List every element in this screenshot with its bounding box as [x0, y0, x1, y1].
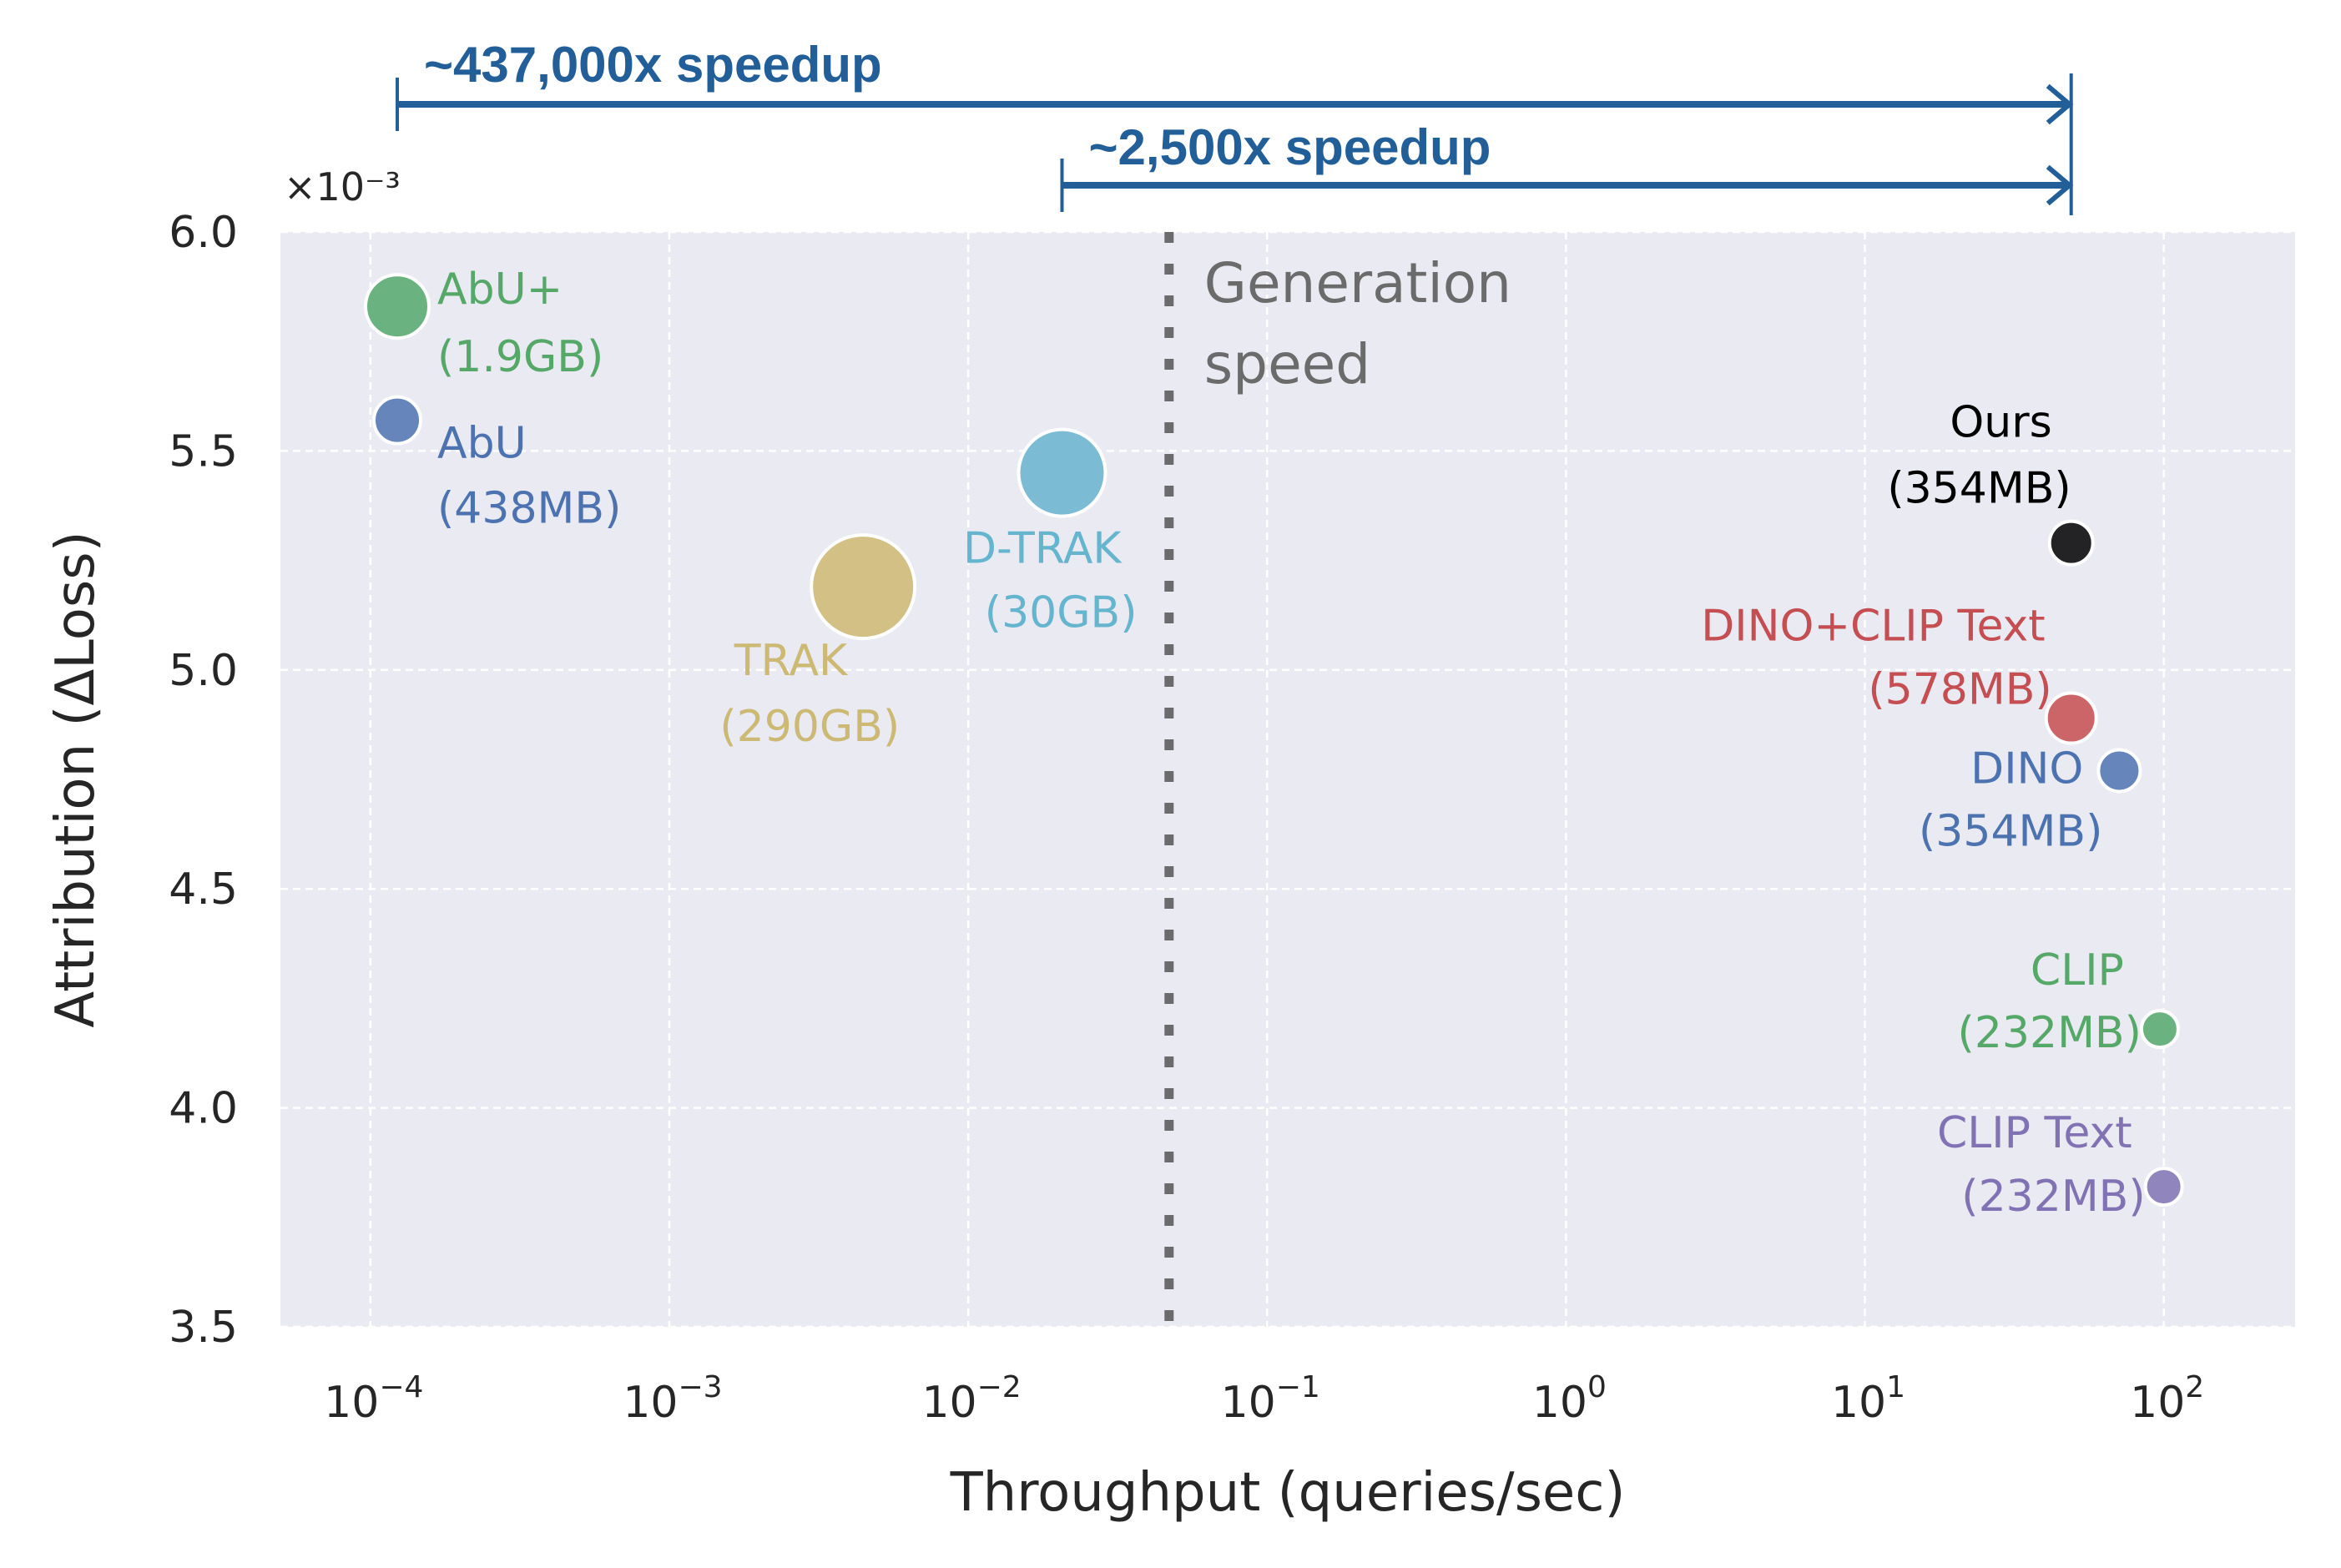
point-label: (438MB): [437, 484, 621, 534]
point-d-trak: [1017, 427, 1107, 518]
point-label: AbU+: [437, 265, 563, 315]
point-label: (290GB): [719, 702, 900, 752]
point-trak: [810, 533, 917, 641]
point-label: Ours: [1950, 398, 2051, 448]
y-tick-label: 4.0: [169, 1084, 238, 1134]
y-tick-label: 3.5: [169, 1303, 238, 1353]
plot-background: [280, 232, 2295, 1327]
x-tick-label: 10−1: [1221, 1370, 1320, 1428]
y-tick-labels: 3.5 4.0 4.5 5.0 5.5 6.0: [169, 208, 238, 1353]
point-label: D-TRAK: [963, 524, 1123, 574]
x-axis-label: Throughput (queries/sec): [950, 1462, 1626, 1524]
y-tick-label: 5.5: [169, 426, 238, 476]
point-label: DINO: [1970, 744, 2083, 794]
x-tick-labels: 10−4 10−3 10−2 10−1 100 101 102: [324, 1370, 2204, 1428]
y-tick-label: 4.5: [169, 865, 238, 915]
point-label: AbU: [437, 419, 527, 469]
point-clip: [2139, 1009, 2180, 1050]
speedup-arrows: ~437,000x speedup ~2,500x speedup: [396, 37, 2074, 215]
point-label: (232MB): [1958, 1008, 2142, 1058]
x-tick-label: 101: [1831, 1370, 1905, 1428]
point-label: (30GB): [985, 588, 1138, 638]
y-tick-label: 5.0: [169, 646, 238, 696]
x-tick-label: 10−4: [324, 1370, 423, 1428]
speedup-label: ~437,000x speedup: [424, 37, 882, 93]
point-abu: [372, 395, 423, 446]
point-label: DINO+CLIP Text: [1701, 602, 2045, 652]
point-abu-: [364, 273, 431, 340]
point-label: CLIP: [2031, 945, 2124, 996]
point-label: TRAK: [734, 636, 849, 686]
point-clip-text: [2143, 1167, 2184, 1208]
y-offset-label: ×10⁻³: [284, 164, 401, 209]
point-label: (232MB): [1961, 1172, 2145, 1222]
generation-speed-line-layer: Generation speed: [1164, 232, 1511, 1327]
point-label: (354MB): [1919, 807, 2102, 857]
x-tick-label: 10−3: [623, 1370, 722, 1428]
point-dino: [2096, 748, 2142, 794]
point-label: (354MB): [1887, 464, 2071, 514]
point-dino-clip-text: [2044, 691, 2098, 745]
point-labels: AbU+ (1.9GB) AbU (438MB) TRAK (290GB) D-TRAK (3…: [437, 265, 2146, 1222]
generation-speed-label: Generation: [1204, 251, 1511, 315]
grid-lines: [280, 230, 2295, 1329]
x-tick-label: 10−2: [921, 1370, 1021, 1428]
point-label: (1.9GB): [437, 332, 603, 382]
y-axis-label: Attribution (ΔLoss): [45, 531, 107, 1027]
x-tick-label: 100: [1532, 1370, 1607, 1428]
point-label: CLIP Text: [1937, 1108, 2132, 1158]
data-points: [364, 273, 2184, 1208]
x-tick-label: 102: [2130, 1370, 2204, 1428]
generation-speed-label: speed: [1204, 332, 1370, 396]
y-tick-label: 6.0: [169, 208, 238, 258]
point-ours: [2047, 519, 2095, 567]
point-label: (578MB): [1868, 665, 2051, 715]
speedup-label: ~2,500x speedup: [1089, 119, 1491, 175]
